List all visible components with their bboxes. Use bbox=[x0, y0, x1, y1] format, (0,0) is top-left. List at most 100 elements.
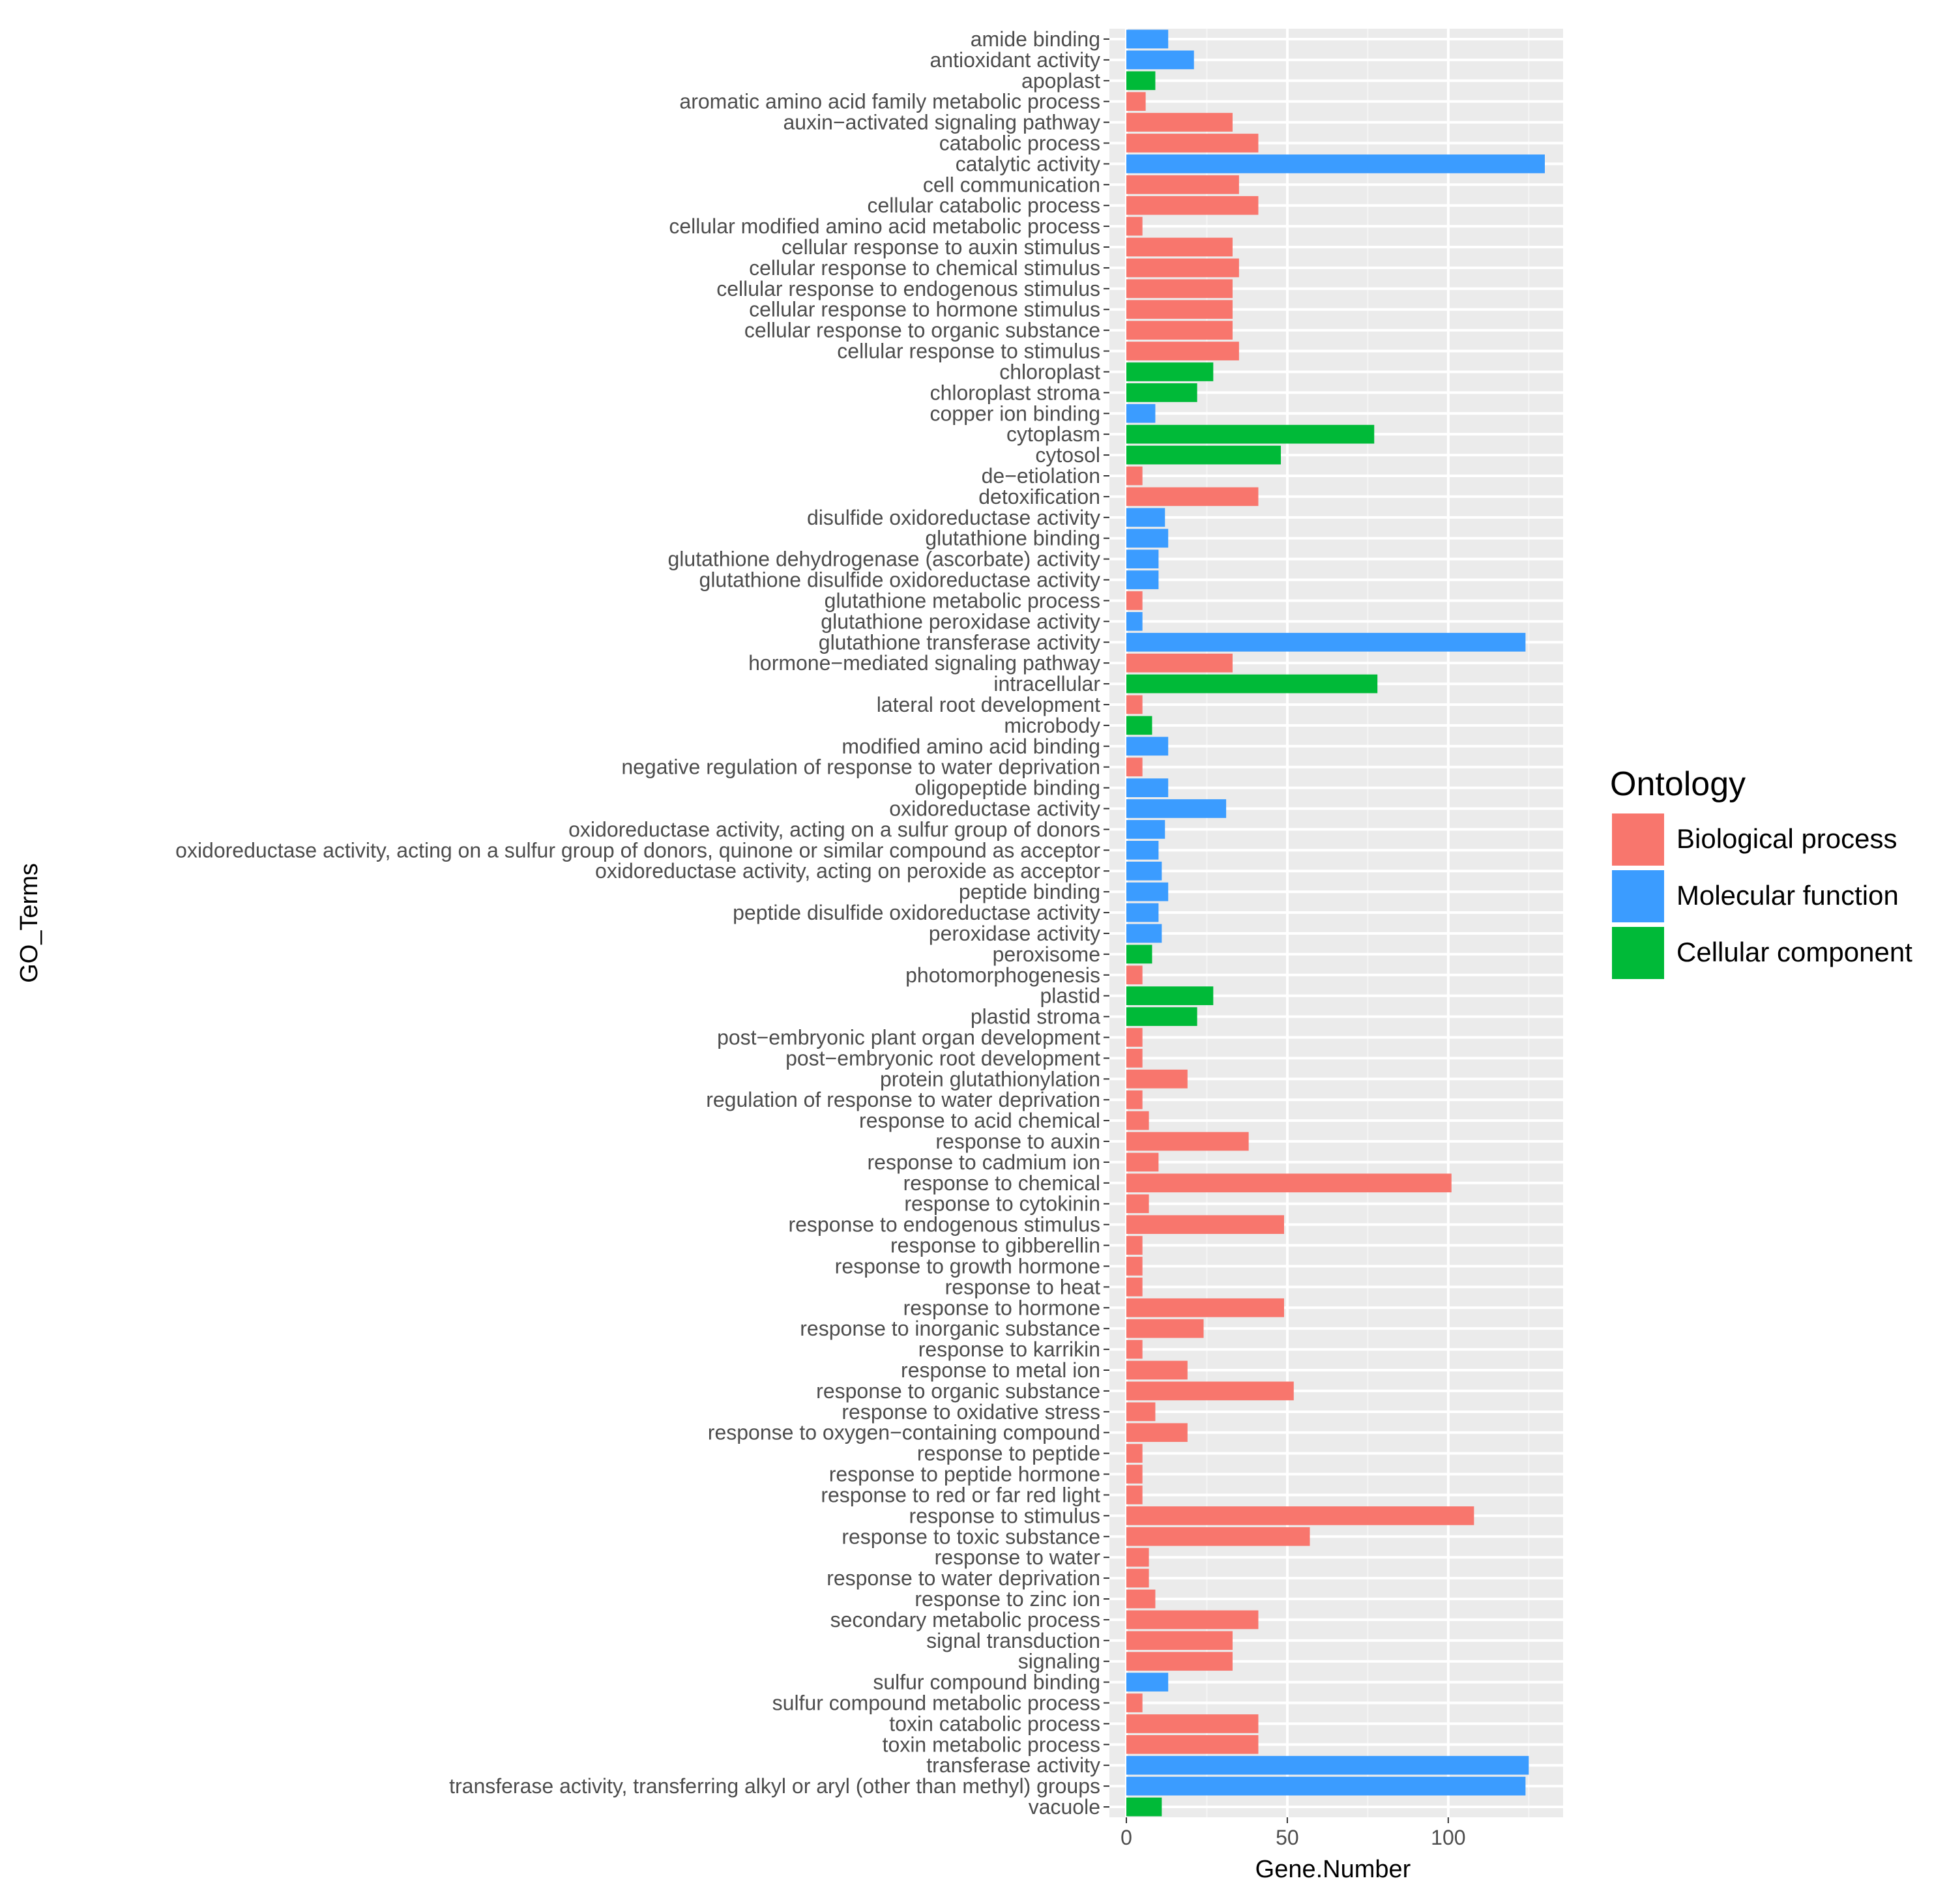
y-tick-label: disulfide oxidoreductase activity bbox=[807, 506, 1100, 529]
y-tick-label: copper ion binding bbox=[930, 402, 1100, 425]
bar bbox=[1126, 1610, 1259, 1630]
y-tick-label: hormone−mediated signaling pathway bbox=[748, 651, 1100, 675]
y-tick-label: post−embryonic root development bbox=[785, 1046, 1100, 1070]
bar bbox=[1126, 1215, 1284, 1235]
bar bbox=[1126, 175, 1239, 194]
bar bbox=[1126, 29, 1169, 49]
bar bbox=[1126, 1797, 1162, 1817]
bar bbox=[1126, 1568, 1149, 1588]
y-tick-label: peroxidase activity bbox=[929, 922, 1100, 945]
y-tick-label: glutathione binding bbox=[925, 527, 1100, 550]
bar bbox=[1126, 1652, 1233, 1671]
y-tick-label: response to growth hormone bbox=[835, 1254, 1100, 1278]
bar bbox=[1126, 321, 1233, 340]
y-tick-label: response to water bbox=[935, 1545, 1101, 1569]
y-tick-label: catalytic activity bbox=[956, 152, 1100, 175]
bar bbox=[1126, 258, 1239, 278]
bar bbox=[1126, 300, 1233, 319]
bar bbox=[1126, 1360, 1188, 1380]
bar bbox=[1126, 1589, 1156, 1609]
bar bbox=[1126, 92, 1146, 111]
bar bbox=[1126, 1444, 1143, 1463]
y-tick-label: response to gibberellin bbox=[890, 1234, 1100, 1257]
bar bbox=[1126, 466, 1143, 486]
y-tick-label: response to toxic substance bbox=[842, 1525, 1100, 1548]
y-tick-label: antioxidant activity bbox=[930, 48, 1100, 72]
bar bbox=[1126, 945, 1152, 964]
bar bbox=[1126, 71, 1156, 91]
y-tick-label: apoplast bbox=[1021, 69, 1100, 93]
bar bbox=[1126, 1381, 1294, 1401]
y-tick-label: de−etiolation bbox=[982, 464, 1100, 488]
bar bbox=[1126, 570, 1159, 589]
y-tick-label: response to acid chemical bbox=[859, 1109, 1100, 1132]
y-tick-label: signal transduction bbox=[926, 1629, 1100, 1652]
bar bbox=[1126, 237, 1233, 257]
y-tick-label: response to red or far red light bbox=[821, 1483, 1100, 1506]
bar bbox=[1126, 403, 1156, 423]
bar bbox=[1126, 903, 1159, 922]
bar bbox=[1126, 216, 1143, 236]
y-tick-label: detoxification bbox=[978, 485, 1100, 508]
y-tick-label: sulfur compound metabolic process bbox=[772, 1692, 1100, 1715]
y-tick-label: response to hormone bbox=[903, 1296, 1100, 1319]
legend-key-CC bbox=[1612, 927, 1664, 979]
y-tick-label: response to cadmium ion bbox=[867, 1150, 1100, 1174]
x-tick-label: 50 bbox=[1276, 1826, 1299, 1849]
bar bbox=[1126, 1776, 1526, 1796]
y-tick-label: response to oxygen−containing compound bbox=[708, 1421, 1100, 1444]
y-tick-label: response to heat bbox=[945, 1275, 1101, 1298]
bar bbox=[1126, 1465, 1143, 1484]
y-tick-label: cytoplasm bbox=[1006, 422, 1100, 446]
y-tick-label: glutathione transferase activity bbox=[819, 630, 1100, 654]
y-tick-label: response to water deprivation bbox=[827, 1566, 1100, 1590]
bar bbox=[1126, 1735, 1259, 1754]
legend-title: Ontology bbox=[1610, 765, 1746, 803]
y-tick-label: sulfur compound binding bbox=[873, 1671, 1100, 1694]
bar bbox=[1126, 1194, 1149, 1214]
bar bbox=[1126, 674, 1378, 694]
y-tick-label: peptide disulfide oxidoreductase activit… bbox=[733, 901, 1100, 924]
y-tick-label: modified amino acid binding bbox=[842, 735, 1100, 758]
bar bbox=[1126, 1714, 1259, 1733]
legend-label-MF: Molecular function bbox=[1676, 880, 1899, 911]
legend-key-BP bbox=[1612, 813, 1664, 866]
bar bbox=[1126, 653, 1233, 673]
y-tick-label: response to cytokinin bbox=[904, 1192, 1100, 1216]
bar bbox=[1126, 1506, 1474, 1525]
y-tick-label: cellular response to hormone stimulus bbox=[749, 298, 1100, 321]
bar bbox=[1126, 737, 1169, 756]
x-tick-label: 100 bbox=[1431, 1826, 1465, 1849]
bar bbox=[1126, 591, 1143, 610]
y-tick-label: transferase activity bbox=[926, 1753, 1100, 1777]
bar bbox=[1126, 1298, 1284, 1317]
bar bbox=[1126, 50, 1194, 70]
y-tick-label: cellular response to chemical stimulus bbox=[749, 256, 1100, 280]
bar bbox=[1126, 113, 1233, 132]
bar bbox=[1126, 1631, 1233, 1650]
y-tick-label: regulation of response to water deprivat… bbox=[706, 1088, 1100, 1111]
y-tick-label: oxidoreductase activity, acting on perox… bbox=[595, 859, 1100, 883]
bar bbox=[1126, 1049, 1143, 1068]
bar bbox=[1126, 1236, 1143, 1255]
y-tick-label: secondary metabolic process bbox=[830, 1608, 1100, 1632]
bar bbox=[1126, 778, 1169, 797]
y-tick-label: aromatic amino acid family metabolic pro… bbox=[679, 90, 1100, 113]
x-axis-title: Gene.Number bbox=[1255, 1856, 1411, 1883]
bar bbox=[1126, 1257, 1143, 1276]
bar bbox=[1126, 1527, 1310, 1546]
y-tick-label: vacuole bbox=[1029, 1795, 1100, 1819]
bar bbox=[1126, 196, 1259, 215]
y-tick-label: cellular response to stimulus bbox=[837, 340, 1100, 363]
y-tick-label: toxin metabolic process bbox=[883, 1733, 1100, 1756]
bar bbox=[1126, 1693, 1143, 1712]
bar bbox=[1126, 1111, 1149, 1130]
y-tick-label: cell communication bbox=[923, 173, 1100, 196]
bar bbox=[1126, 1423, 1188, 1443]
bar bbox=[1126, 882, 1169, 901]
legend-key-MF bbox=[1612, 870, 1664, 922]
y-tick-label: cellular modified amino acid metabolic p… bbox=[669, 214, 1100, 238]
bar bbox=[1126, 924, 1162, 943]
y-tick-label: response to inorganic substance bbox=[800, 1317, 1100, 1340]
